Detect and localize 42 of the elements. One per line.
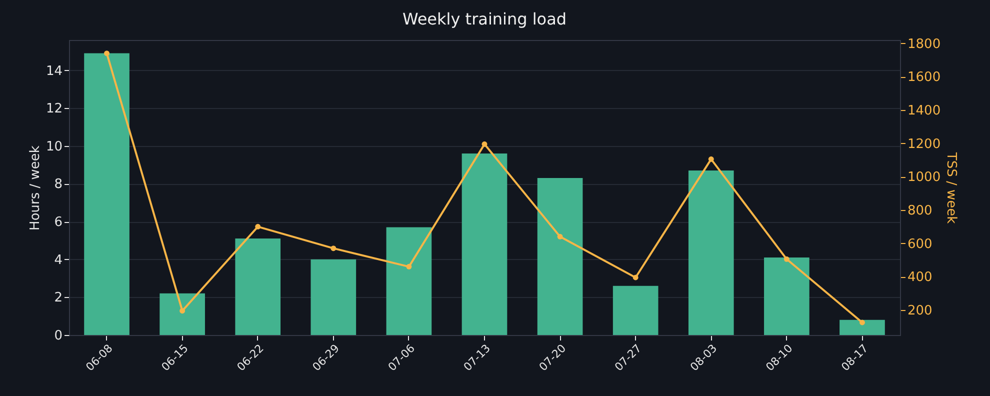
- point: [180, 308, 186, 314]
- bar: [764, 257, 810, 335]
- bar: [688, 170, 734, 335]
- y2-tick-label: 600: [908, 236, 932, 252]
- point: [482, 141, 488, 147]
- y2-tick-label: 1600: [908, 70, 941, 86]
- bar: [612, 286, 658, 335]
- y2-tick-label: 800: [908, 204, 932, 218]
- y-tick-label: 12: [46, 102, 62, 117]
- point: [632, 274, 638, 280]
- y2-tick-label: 1000: [908, 170, 941, 186]
- bar: [84, 53, 130, 335]
- bar: [160, 293, 205, 335]
- y-tick-label: 4: [54, 252, 62, 268]
- y-tick-label: 0: [54, 328, 62, 344]
- point: [859, 320, 865, 326]
- bar: [537, 178, 583, 335]
- y-tick-label: 10: [46, 139, 62, 154]
- y2-tick-label: 1200: [908, 136, 941, 152]
- y-tick-label: 2: [54, 290, 62, 306]
- bar: [310, 259, 356, 335]
- point: [557, 234, 563, 240]
- point: [330, 246, 336, 252]
- bar: [840, 320, 885, 335]
- point: [255, 224, 261, 230]
- y-tick-label: 6: [54, 215, 62, 230]
- point: [406, 264, 412, 270]
- y2-axis-title: TSS / week: [944, 151, 959, 224]
- point: [104, 50, 110, 56]
- bar: [386, 227, 432, 335]
- y2-tick-label: 1800: [908, 36, 941, 52]
- y2-tick-label: 200: [908, 304, 932, 318]
- bar: [462, 153, 508, 335]
- y2-tick-label: 1400: [908, 104, 941, 118]
- y2-tick-label: 400: [908, 270, 932, 286]
- chart-title: Weekly training load: [402, 9, 567, 28]
- bar: [235, 238, 281, 335]
- y-axis-title: Hours / week: [28, 145, 43, 230]
- y-tick-label: 8: [54, 177, 62, 192]
- point: [708, 156, 714, 162]
- y-tick-label: 14: [46, 64, 62, 79]
- point: [784, 256, 790, 262]
